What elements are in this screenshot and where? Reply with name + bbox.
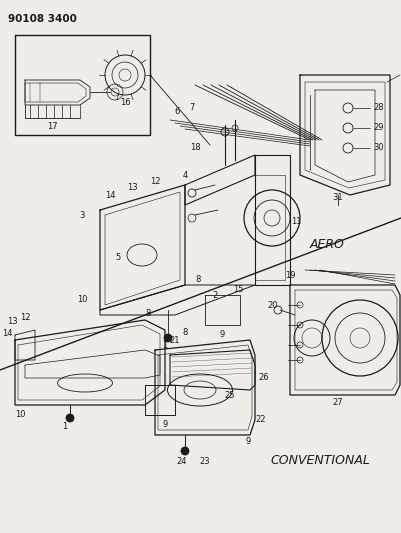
Text: 19: 19 <box>285 271 295 280</box>
Text: 90108 3400: 90108 3400 <box>8 14 77 24</box>
Text: 14: 14 <box>105 190 115 199</box>
Text: 13: 13 <box>7 318 17 327</box>
Text: 22: 22 <box>255 416 265 424</box>
Text: CONVENTIONAL: CONVENTIONAL <box>270 454 370 466</box>
Text: 13: 13 <box>127 183 137 192</box>
Text: 1: 1 <box>162 341 168 350</box>
Text: 21: 21 <box>170 336 180 345</box>
Text: 28: 28 <box>373 103 384 112</box>
Text: 10: 10 <box>15 410 25 419</box>
Text: 17: 17 <box>47 122 57 131</box>
Text: 20: 20 <box>267 301 278 310</box>
Text: 10: 10 <box>77 295 87 304</box>
Circle shape <box>181 447 189 455</box>
Text: 23: 23 <box>200 457 210 466</box>
Text: 11: 11 <box>291 217 301 227</box>
Text: 5: 5 <box>115 254 121 262</box>
Text: 9: 9 <box>245 437 251 446</box>
Text: 12: 12 <box>20 313 30 322</box>
Text: 25: 25 <box>225 391 235 400</box>
Text: 3: 3 <box>79 211 85 220</box>
Text: 29: 29 <box>373 124 383 133</box>
Text: 31: 31 <box>333 193 343 203</box>
Text: AERO: AERO <box>310 238 345 252</box>
Text: 8: 8 <box>195 276 200 285</box>
Text: 9: 9 <box>219 330 225 339</box>
Text: 14: 14 <box>2 328 12 337</box>
Text: 4: 4 <box>182 172 188 181</box>
Text: 7: 7 <box>189 103 195 112</box>
Text: 8: 8 <box>145 309 151 318</box>
Text: 12: 12 <box>150 177 160 187</box>
Text: 30: 30 <box>373 143 384 152</box>
Text: 1: 1 <box>63 422 68 431</box>
Circle shape <box>164 334 172 342</box>
Text: 27: 27 <box>333 398 343 407</box>
Circle shape <box>66 414 74 422</box>
Text: 8: 8 <box>182 328 188 337</box>
Text: 2: 2 <box>213 290 218 300</box>
Text: 16: 16 <box>119 98 130 107</box>
Text: 24: 24 <box>177 457 187 466</box>
Text: 9: 9 <box>162 420 168 429</box>
Text: 6: 6 <box>174 108 180 117</box>
Text: 15: 15 <box>233 286 243 295</box>
Text: 18: 18 <box>190 143 200 152</box>
Text: 26: 26 <box>258 374 269 383</box>
